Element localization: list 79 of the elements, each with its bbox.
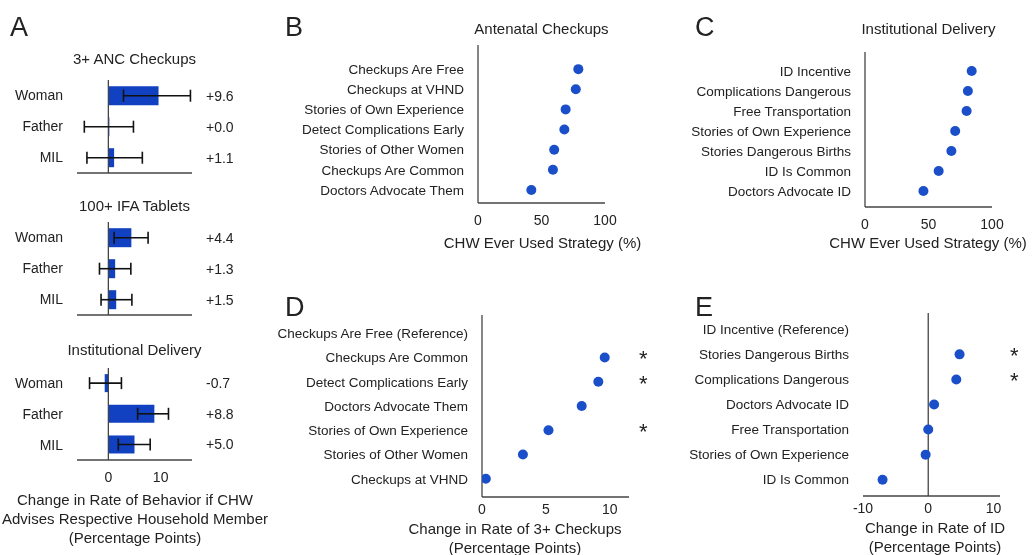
y-tick-label: Free Transportation bbox=[731, 422, 849, 438]
text: * bbox=[639, 346, 648, 372]
text: * bbox=[1010, 368, 1019, 394]
y-tick-label: Stories of Other Women bbox=[323, 447, 468, 463]
y-tick-label: Free Transportation bbox=[733, 103, 851, 119]
chart-title: Antenatal Checkups bbox=[473, 20, 610, 38]
x-tick-label: 0 bbox=[924, 499, 933, 516]
y-tick-label: Woman bbox=[15, 87, 63, 104]
chart-title: 100+ IFA Tablets bbox=[77, 197, 192, 215]
x-axis-title: CHW Ever Used Strategy (%) bbox=[828, 233, 1028, 252]
y-tick-label: Woman bbox=[15, 229, 63, 246]
text: B bbox=[285, 12, 304, 42]
chart-title: Institutional Delivery bbox=[66, 341, 203, 359]
x-tick-label: 10 bbox=[152, 468, 169, 485]
text: * bbox=[1010, 343, 1019, 369]
y-tick-label: ID Incentive bbox=[779, 63, 851, 79]
data-label: +1.3 bbox=[206, 260, 234, 277]
y-tick-label: Father bbox=[22, 260, 64, 277]
text: D bbox=[285, 292, 305, 322]
y-tick-label: Stories of Other Women bbox=[319, 142, 464, 158]
x-axis-title: CHW Ever Used Strategy (%) bbox=[442, 233, 643, 252]
x-tick-label: 10 bbox=[602, 500, 618, 517]
data-label: +9.6 bbox=[206, 87, 234, 104]
y-tick-label: Checkups Are Common bbox=[325, 350, 468, 366]
data-label: +5.0 bbox=[206, 436, 234, 453]
y-tick-label: Stories of Own Experience bbox=[691, 123, 851, 139]
y-tick-label: MIL bbox=[39, 149, 64, 166]
y-tick-label: Father bbox=[22, 405, 64, 422]
y-tick-label: MIL bbox=[39, 436, 64, 453]
data-label: -0.7 bbox=[206, 375, 231, 392]
y-tick-label: Checkups Are Common bbox=[321, 162, 464, 178]
y-tick-label: Complications Dangerous bbox=[694, 372, 850, 388]
x-axis-title: Change in Rate of Behavior if CHW Advises Respective Household Member (Percentage Points) bbox=[1, 490, 269, 547]
y-tick-label: Complications Dangerous bbox=[696, 83, 852, 99]
data-label: +1.1 bbox=[206, 149, 234, 166]
text: E bbox=[695, 292, 714, 322]
y-tick-label: Detect Complications Early bbox=[305, 374, 469, 390]
y-tick-label: Checkups Are Free bbox=[348, 61, 464, 77]
x-tick-label: -10 bbox=[852, 499, 874, 516]
x-tick-label: 50 bbox=[920, 215, 937, 232]
y-tick-label: Stories of Own Experience bbox=[689, 447, 849, 463]
x-tick-label: 0 bbox=[861, 215, 870, 232]
y-tick-label: Stories of Own Experience bbox=[308, 423, 468, 439]
data-label: +0.0 bbox=[206, 118, 234, 135]
y-tick-label: Stories Dangerous Births bbox=[700, 143, 852, 159]
y-tick-label: Doctors Advocate Them bbox=[320, 182, 464, 198]
y-tick-label: ID Incentive (Reference) bbox=[702, 322, 849, 338]
x-tick-label: 100 bbox=[980, 215, 1004, 232]
x-axis-title: Change in Rate of ID (Percentage Points) bbox=[863, 518, 1007, 555]
x-tick-label: 0 bbox=[104, 468, 113, 485]
y-tick-label: Woman bbox=[15, 375, 63, 392]
x-tick-label: 5 bbox=[542, 500, 551, 517]
chart-title: 3+ ANC Checkups bbox=[72, 50, 197, 68]
x-tick-label: 0 bbox=[474, 211, 483, 228]
text: * bbox=[639, 370, 648, 396]
text: * bbox=[639, 419, 648, 445]
x-tick-label: 50 bbox=[533, 211, 550, 228]
chart-title: Institutional Delivery bbox=[860, 20, 997, 38]
y-tick-label: Doctors Advocate ID bbox=[727, 183, 852, 199]
x-tick-label: 0 bbox=[478, 500, 487, 517]
y-tick-label: Stories of Own Experience bbox=[304, 102, 464, 118]
y-tick-label: Father bbox=[22, 118, 64, 135]
text: A bbox=[10, 12, 29, 42]
x-tick-label: 100 bbox=[593, 211, 617, 228]
y-tick-label: ID Is Common bbox=[762, 472, 849, 488]
y-tick-label: Checkups Are Free (Reference) bbox=[277, 325, 468, 341]
y-tick-label: Stories Dangerous Births bbox=[698, 347, 850, 363]
data-label: +4.4 bbox=[206, 229, 234, 246]
y-tick-label: Checkups at VHND bbox=[350, 471, 469, 487]
y-tick-label: MIL bbox=[39, 291, 64, 308]
text: C bbox=[695, 12, 715, 42]
data-label: +8.8 bbox=[206, 405, 234, 422]
y-tick-label: Detect Complications Early bbox=[301, 122, 465, 138]
y-tick-label: Checkups at VHND bbox=[346, 82, 465, 98]
data-label: +1.5 bbox=[206, 291, 234, 308]
y-tick-label: Doctors Advocate ID bbox=[725, 397, 850, 413]
x-tick-label: 10 bbox=[985, 499, 1002, 516]
y-tick-label: Doctors Advocate Them bbox=[324, 398, 468, 414]
y-tick-label: ID Is Common bbox=[764, 163, 851, 179]
